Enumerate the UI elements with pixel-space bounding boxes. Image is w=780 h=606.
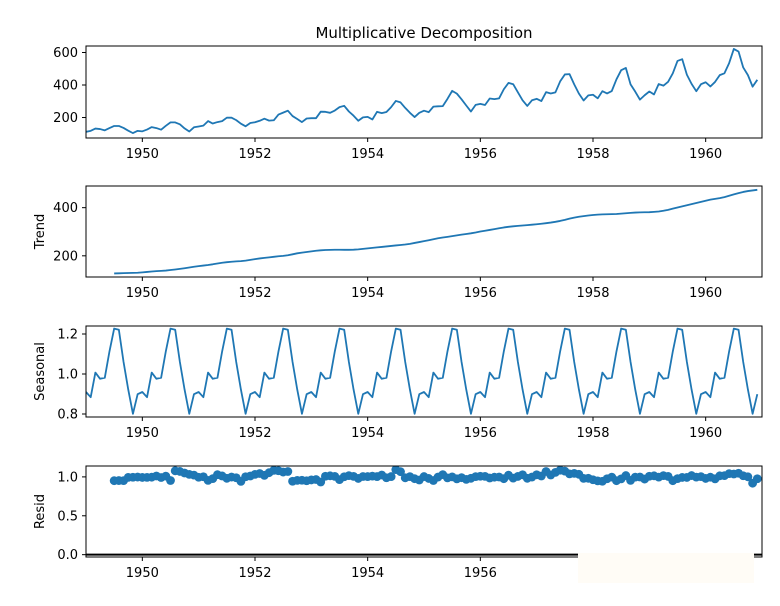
xtick-label: 1960	[689, 147, 722, 162]
xtick-label: 1952	[238, 566, 271, 581]
ytick-label: 200	[53, 111, 78, 126]
panel-observed: 200 400 600 1950 1952 1954 1956 1958 1960	[53, 45, 763, 162]
xtick-label: 1958	[576, 147, 609, 162]
xtick-label: 1960	[689, 286, 722, 301]
trend-ylabel: Trend	[33, 214, 48, 251]
panel-seasonal: 0.8 1.0 1.2 1950 1952 1954 1956 1958 1960 Seasona…	[33, 325, 763, 441]
xtick-label: 1956	[464, 147, 497, 162]
xtick-label: 1952	[238, 426, 271, 441]
xtick-label: 1952	[238, 147, 271, 162]
resid-point	[386, 472, 396, 481]
ytick-label: 400	[53, 79, 78, 94]
ytick-label: 1.0	[57, 368, 78, 383]
resid-point	[743, 472, 753, 482]
seasonal-line	[86, 327, 759, 415]
xtick-label: 1958	[576, 426, 609, 441]
xtick-label: 1950	[126, 147, 159, 162]
seasonal-data	[86, 327, 759, 415]
xtick-label: 1952	[238, 286, 271, 301]
ytick-label: 200	[53, 249, 78, 264]
xtick-label: 1956	[464, 286, 497, 301]
trend-line	[114, 188, 758, 275]
resid-point	[166, 476, 175, 485]
panel-trend: 200 400 1950 1952 1954 1956 1958 1960 Trend	[33, 185, 763, 301]
trend-axes-frame	[85, 185, 763, 278]
faint-overlay	[578, 553, 754, 583]
xtick-label: 1954	[351, 286, 384, 301]
seasonal-axes-frame	[85, 325, 763, 418]
resid-data	[86, 466, 762, 556]
xtick-label: 1960	[689, 426, 722, 441]
ytick-label: 0.5	[57, 509, 78, 524]
xtick-label: 1954	[351, 426, 384, 441]
observed-data	[86, 48, 759, 135]
xtick-label: 1958	[576, 286, 609, 301]
resid-point	[283, 467, 293, 476]
xtick-label: 1954	[351, 147, 384, 162]
xtick-label: 1956	[464, 426, 497, 441]
observed-line	[86, 48, 759, 135]
chart-title: Multiplicative Decomposition	[315, 24, 532, 42]
xtick-label: 1950	[126, 566, 159, 581]
xtick-label: 1950	[126, 286, 159, 301]
panels: 200 400 600 1950 1952 1954 1956 1958 1960 200 400 1…	[33, 45, 763, 581]
ytick-label: 600	[53, 46, 78, 61]
ytick-label: 400	[53, 201, 78, 216]
ytick-label: 0.8	[57, 408, 78, 423]
xtick-label: 1956	[464, 566, 497, 581]
seasonal-ylabel: Seasonal	[33, 342, 48, 401]
xtick-label: 1950	[126, 426, 159, 441]
resid-point	[752, 474, 762, 484]
ytick-label: 0.0	[57, 548, 78, 563]
observed-axes-frame	[85, 45, 763, 139]
ytick-label: 1.2	[57, 328, 78, 343]
ytick-label: 1.0	[57, 470, 78, 485]
resid-point	[396, 467, 405, 477]
resid-axes-frame	[85, 465, 763, 558]
xtick-label: 1954	[351, 566, 384, 581]
trend-data	[114, 188, 758, 275]
resid-ylabel: Resid	[33, 494, 48, 529]
